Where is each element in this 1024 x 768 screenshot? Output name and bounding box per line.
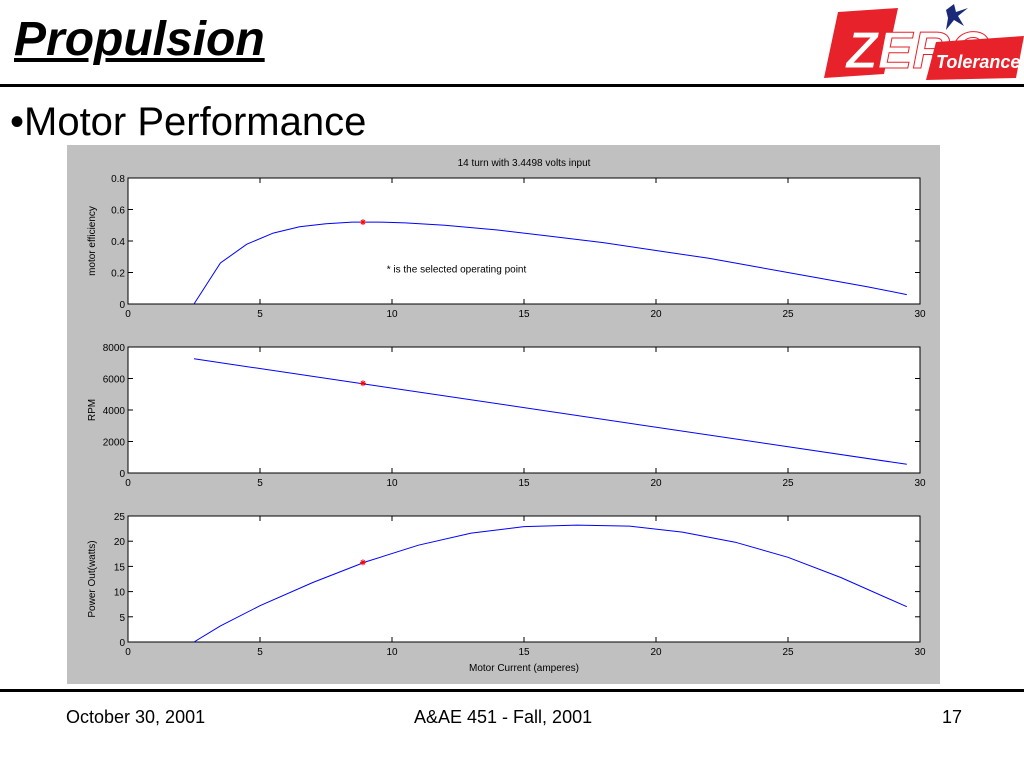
plot1-xtick-label: 25 [782,309,794,320]
plot3-xtick-label: 30 [914,647,926,658]
plot1-xtick-label: 15 [518,309,530,320]
motor-performance-figure: 0 5 10 15 20 25 30 0 0.2 0.4 0.6 0.8 motor efficienc… [67,145,940,684]
plot1-xtick-label: 0 [125,309,131,320]
plot2-ylabel: RPM [87,399,98,421]
header-divider [0,84,1024,87]
plot3-xlabel: Motor Current (amperes) [469,663,579,674]
plot3-xtick-label: 20 [650,647,662,658]
plot1-xtick-label: 10 [386,309,398,320]
plot3-ytick-label: 25 [114,512,126,523]
logo-text-tolerance: Tolerance [936,52,1020,72]
plot1-xtick-label: 20 [650,309,662,320]
jet-icon [946,4,968,30]
plot2-xtick-label: 25 [782,478,794,489]
footer-date: October 30, 2001 [66,707,206,727]
plot2-ytick-label: 8000 [103,343,126,354]
plot3-ylabel: Power Out(watts) [87,540,98,617]
plot3-axes-box [127,515,921,643]
plot1-ytick-label: 0.8 [111,174,125,185]
zero-tolerance-logo: ZERO Tolerance [818,2,1024,82]
plot1-series-line [193,221,907,305]
plot3-xtick-label: 15 [518,647,530,658]
footer-course: A&AE 451 - Fall, 2001 [414,707,593,727]
plot1-ytick-label: 0.4 [111,237,125,248]
plot2-xtick-label: 0 [125,478,131,489]
plot1-xtick-label: 30 [914,309,926,320]
plot1-xtick-label: 5 [257,309,263,320]
plot1-ytick-label: 0.2 [111,269,125,280]
slide-subtitle: •Motor Performance [10,100,367,144]
plot2-ytick-label: 2000 [103,438,126,449]
plot2-axes-box [127,346,921,474]
plot3-operating-point-marker [359,559,366,566]
plot3-series-line [193,524,908,643]
plot3-xtick-label: 10 [386,647,398,658]
plot1-ytick-label: 0.6 [111,206,125,217]
plot1-operating-point-marker [359,219,366,226]
plot2-operating-point-marker [359,380,366,387]
plots-svg: 0 5 10 15 20 25 30 0 0.2 0.4 0.6 0.8 motor efficienc… [87,158,926,674]
plot1-ytick-label: 0 [119,300,125,311]
plot3-ytick-label: 20 [114,537,126,548]
footer-divider [0,689,1024,692]
plot3-ytick-label: 15 [114,562,126,573]
plot2-ytick-label: 0 [119,469,125,480]
plot2-xtick-label: 30 [914,478,926,489]
plot2-xtick-label: 15 [518,478,530,489]
plot3-ytick-label: 5 [119,613,125,624]
plot3-xtick-label: 25 [782,647,794,658]
plot3-ytick-label: 0 [119,638,125,649]
plot2-xtick-label: 10 [386,478,398,489]
plot3-ytick-label: 10 [114,588,126,599]
slide-title: Propulsion [14,13,265,66]
footer-page-number: 17 [942,707,963,727]
plot3-xtick-label: 0 [125,647,131,658]
plot1-ylabel: motor efficiency [87,206,98,276]
plot2-series-line [193,358,907,465]
plot1-title: 14 turn with 3.4498 volts input [458,158,591,169]
plot2-xtick-label: 5 [257,478,263,489]
plot1-annotation: * is the selected operating point [387,265,527,276]
plot2-ytick-label: 4000 [103,406,126,417]
plot2-xtick-label: 20 [650,478,662,489]
plot3-xtick-label: 5 [257,647,263,658]
plot2-ytick-label: 6000 [103,375,126,386]
plot1-axes-box [127,177,921,305]
